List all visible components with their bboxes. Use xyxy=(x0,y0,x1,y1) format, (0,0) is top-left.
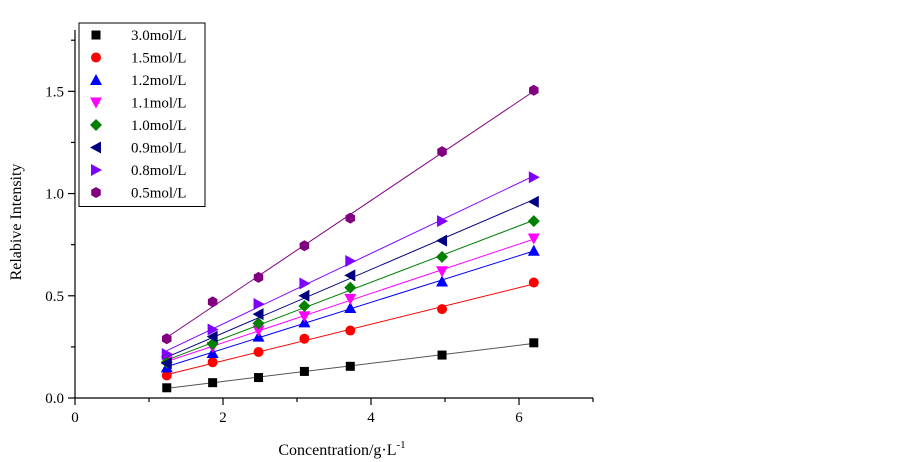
data-point xyxy=(252,308,264,321)
axes: 0 2 4 6 0.0 0.5 1.0 1.5 xyxy=(45,30,594,426)
data-point xyxy=(207,323,219,336)
legend-item: 1.2mol/L xyxy=(90,73,186,89)
legend-marker xyxy=(91,164,102,176)
series-0.9mol/L xyxy=(160,195,539,370)
data-point xyxy=(345,361,355,371)
data-point xyxy=(436,275,449,287)
y-tick-label: 0.5 xyxy=(45,289,64,305)
data-point xyxy=(344,269,356,282)
legend-label: 1.1mol/L xyxy=(131,96,186,112)
data-point xyxy=(253,271,264,283)
legend-label: 0.5mol/L xyxy=(131,186,186,202)
series-0.5mol/L xyxy=(161,84,539,345)
data-point xyxy=(160,357,172,370)
x-ticks: 0 2 4 6 xyxy=(71,398,594,426)
data-point xyxy=(253,297,265,310)
legend-marker xyxy=(91,30,101,40)
series-0.8mol/L xyxy=(161,171,540,361)
data-point xyxy=(527,244,540,256)
data-point xyxy=(437,146,447,158)
y-axis-title: Relabive Intensity xyxy=(8,164,25,281)
legend-item: 0.5mol/L xyxy=(91,186,186,202)
data-point xyxy=(299,240,310,252)
legend-marker xyxy=(90,119,102,131)
x-tick-label: 0 xyxy=(71,410,79,426)
data-point xyxy=(298,300,311,312)
data-point xyxy=(162,383,172,393)
x-axis-title-text: Concentration/g·L xyxy=(278,442,396,459)
data-point xyxy=(344,293,357,305)
data-point xyxy=(529,338,539,348)
x-axis-title: Concentration/g·L-1 xyxy=(278,439,405,459)
legend-label: 0.8mol/L xyxy=(131,163,186,179)
legend-label: 1.0mol/L xyxy=(131,118,186,134)
legend-label: 0.9mol/L xyxy=(131,141,186,157)
series-1.1mol/L xyxy=(160,233,540,368)
data-point xyxy=(345,255,357,268)
data-point xyxy=(299,277,311,290)
data-point xyxy=(298,311,311,323)
data-point xyxy=(437,304,448,315)
legend-label: 1.5mol/L xyxy=(131,51,186,67)
data-point xyxy=(344,281,357,294)
data-point xyxy=(436,234,448,247)
data-point xyxy=(527,195,539,208)
data-point xyxy=(299,333,310,344)
data-point xyxy=(529,84,539,96)
data-point xyxy=(437,215,449,228)
legend-item: 0.8mol/L xyxy=(91,163,186,179)
data-point xyxy=(208,378,218,388)
data-point xyxy=(344,302,357,314)
x-tick-label: 6 xyxy=(515,410,523,426)
y-tick-label: 1.5 xyxy=(45,84,64,100)
data-point xyxy=(298,289,310,302)
data-point xyxy=(437,350,447,360)
plot-area xyxy=(160,84,540,393)
legend-marker xyxy=(91,187,101,198)
data-point xyxy=(253,347,264,357)
data-point xyxy=(528,171,540,184)
legend-label: 3.0mol/L xyxy=(131,28,186,44)
data-point xyxy=(252,325,265,337)
legend-item: 1.0mol/L xyxy=(90,118,186,134)
data-point xyxy=(207,357,218,368)
legend: 3.0mol/L 1.5mol/L 1.2mol/L 1.1mol/L 1.0mol/L… xyxy=(78,22,206,207)
data-point xyxy=(528,277,539,288)
series-3.0mol/L xyxy=(162,338,539,393)
data-point xyxy=(254,373,264,383)
legend-item: 1.5mol/L xyxy=(91,51,186,67)
y-ticks: 0.0 0.5 1.0 1.5 xyxy=(45,39,75,407)
data-point xyxy=(161,348,173,361)
legend-label: 1.2mol/L xyxy=(131,73,186,89)
legend-marker xyxy=(91,52,101,63)
data-point xyxy=(436,250,449,263)
data-point xyxy=(436,266,449,278)
data-point xyxy=(527,233,540,245)
legend-item: 1.1mol/L xyxy=(90,96,186,112)
data-point xyxy=(161,333,172,345)
legend-marker xyxy=(90,97,102,109)
legend-item: 0.9mol/L xyxy=(90,141,186,157)
x-tick-label: 4 xyxy=(367,410,375,426)
data-point xyxy=(252,317,265,330)
legend-item: 3.0mol/L xyxy=(91,28,186,44)
legend-marker xyxy=(90,141,101,154)
series-1.0mol/L xyxy=(160,215,540,369)
x-tick-label: 2 xyxy=(219,410,227,426)
data-point xyxy=(345,212,356,224)
data-point xyxy=(207,296,218,308)
series-1.5mol/L xyxy=(161,277,539,381)
data-point xyxy=(345,325,356,336)
y-tick-label: 1.0 xyxy=(45,187,64,203)
data-point xyxy=(527,215,540,228)
legend-marker xyxy=(90,74,102,85)
legend-box xyxy=(78,22,206,207)
data-point xyxy=(161,370,172,381)
data-point xyxy=(299,366,309,376)
y-tick-label: 0.0 xyxy=(45,391,64,407)
x-axis-title-superscript: -1 xyxy=(397,439,406,451)
data-point xyxy=(206,330,218,343)
